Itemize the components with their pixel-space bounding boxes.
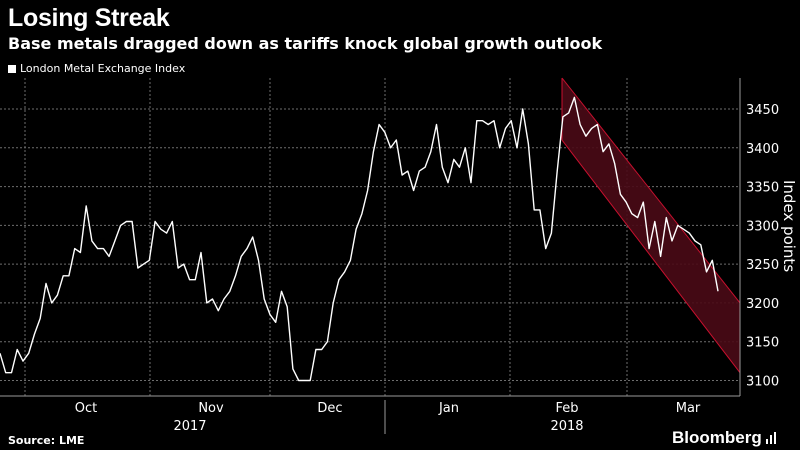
y-axis-label: Index points (780, 180, 798, 272)
y-tick-label: 3150 (746, 336, 779, 351)
chart-title: Losing Streak (8, 4, 170, 32)
source-note: Source: LME (8, 434, 85, 447)
grid (0, 78, 740, 396)
channel-lower-edge (561, 139, 741, 374)
x-tick-label: Oct (75, 401, 97, 416)
axes: 3100 3150 3200 3250 3300 3350 3400 3450 Oct Nov De… (0, 78, 779, 434)
x-tick-label: Jan (438, 401, 459, 416)
x-tick-label: Dec (317, 401, 342, 416)
year-label: 2017 (173, 419, 206, 434)
y-tick-label: 3300 (746, 219, 779, 234)
legend-label: London Metal Exchange Index (20, 62, 186, 75)
y-tick-label: 3250 (746, 258, 779, 273)
brand-name: Bloomberg (672, 428, 762, 447)
bar-chart-icon (765, 432, 777, 444)
brand-logo: Bloomberg (672, 428, 777, 448)
legend-swatch (8, 64, 16, 73)
y-tick-label: 3400 (746, 142, 779, 157)
x-tick-label: Feb (555, 401, 578, 416)
y-tick-label: 3350 (746, 181, 779, 196)
year-label: 2018 (550, 419, 583, 434)
series-line-lme-index (0, 96, 719, 382)
y-tick-label: 3450 (746, 103, 779, 118)
channel-area (562, 78, 740, 373)
x-tick-label: Nov (198, 401, 224, 416)
chart-subtitle: Base metals dragged down as tariffs knoc… (8, 34, 603, 53)
x-tick-label: Mar (676, 401, 701, 416)
series-line-group (0, 96, 719, 382)
legend: London Metal Exchange Index (8, 62, 185, 75)
y-tick-label: 3100 (746, 374, 779, 389)
y-tick-label: 3200 (746, 297, 779, 312)
